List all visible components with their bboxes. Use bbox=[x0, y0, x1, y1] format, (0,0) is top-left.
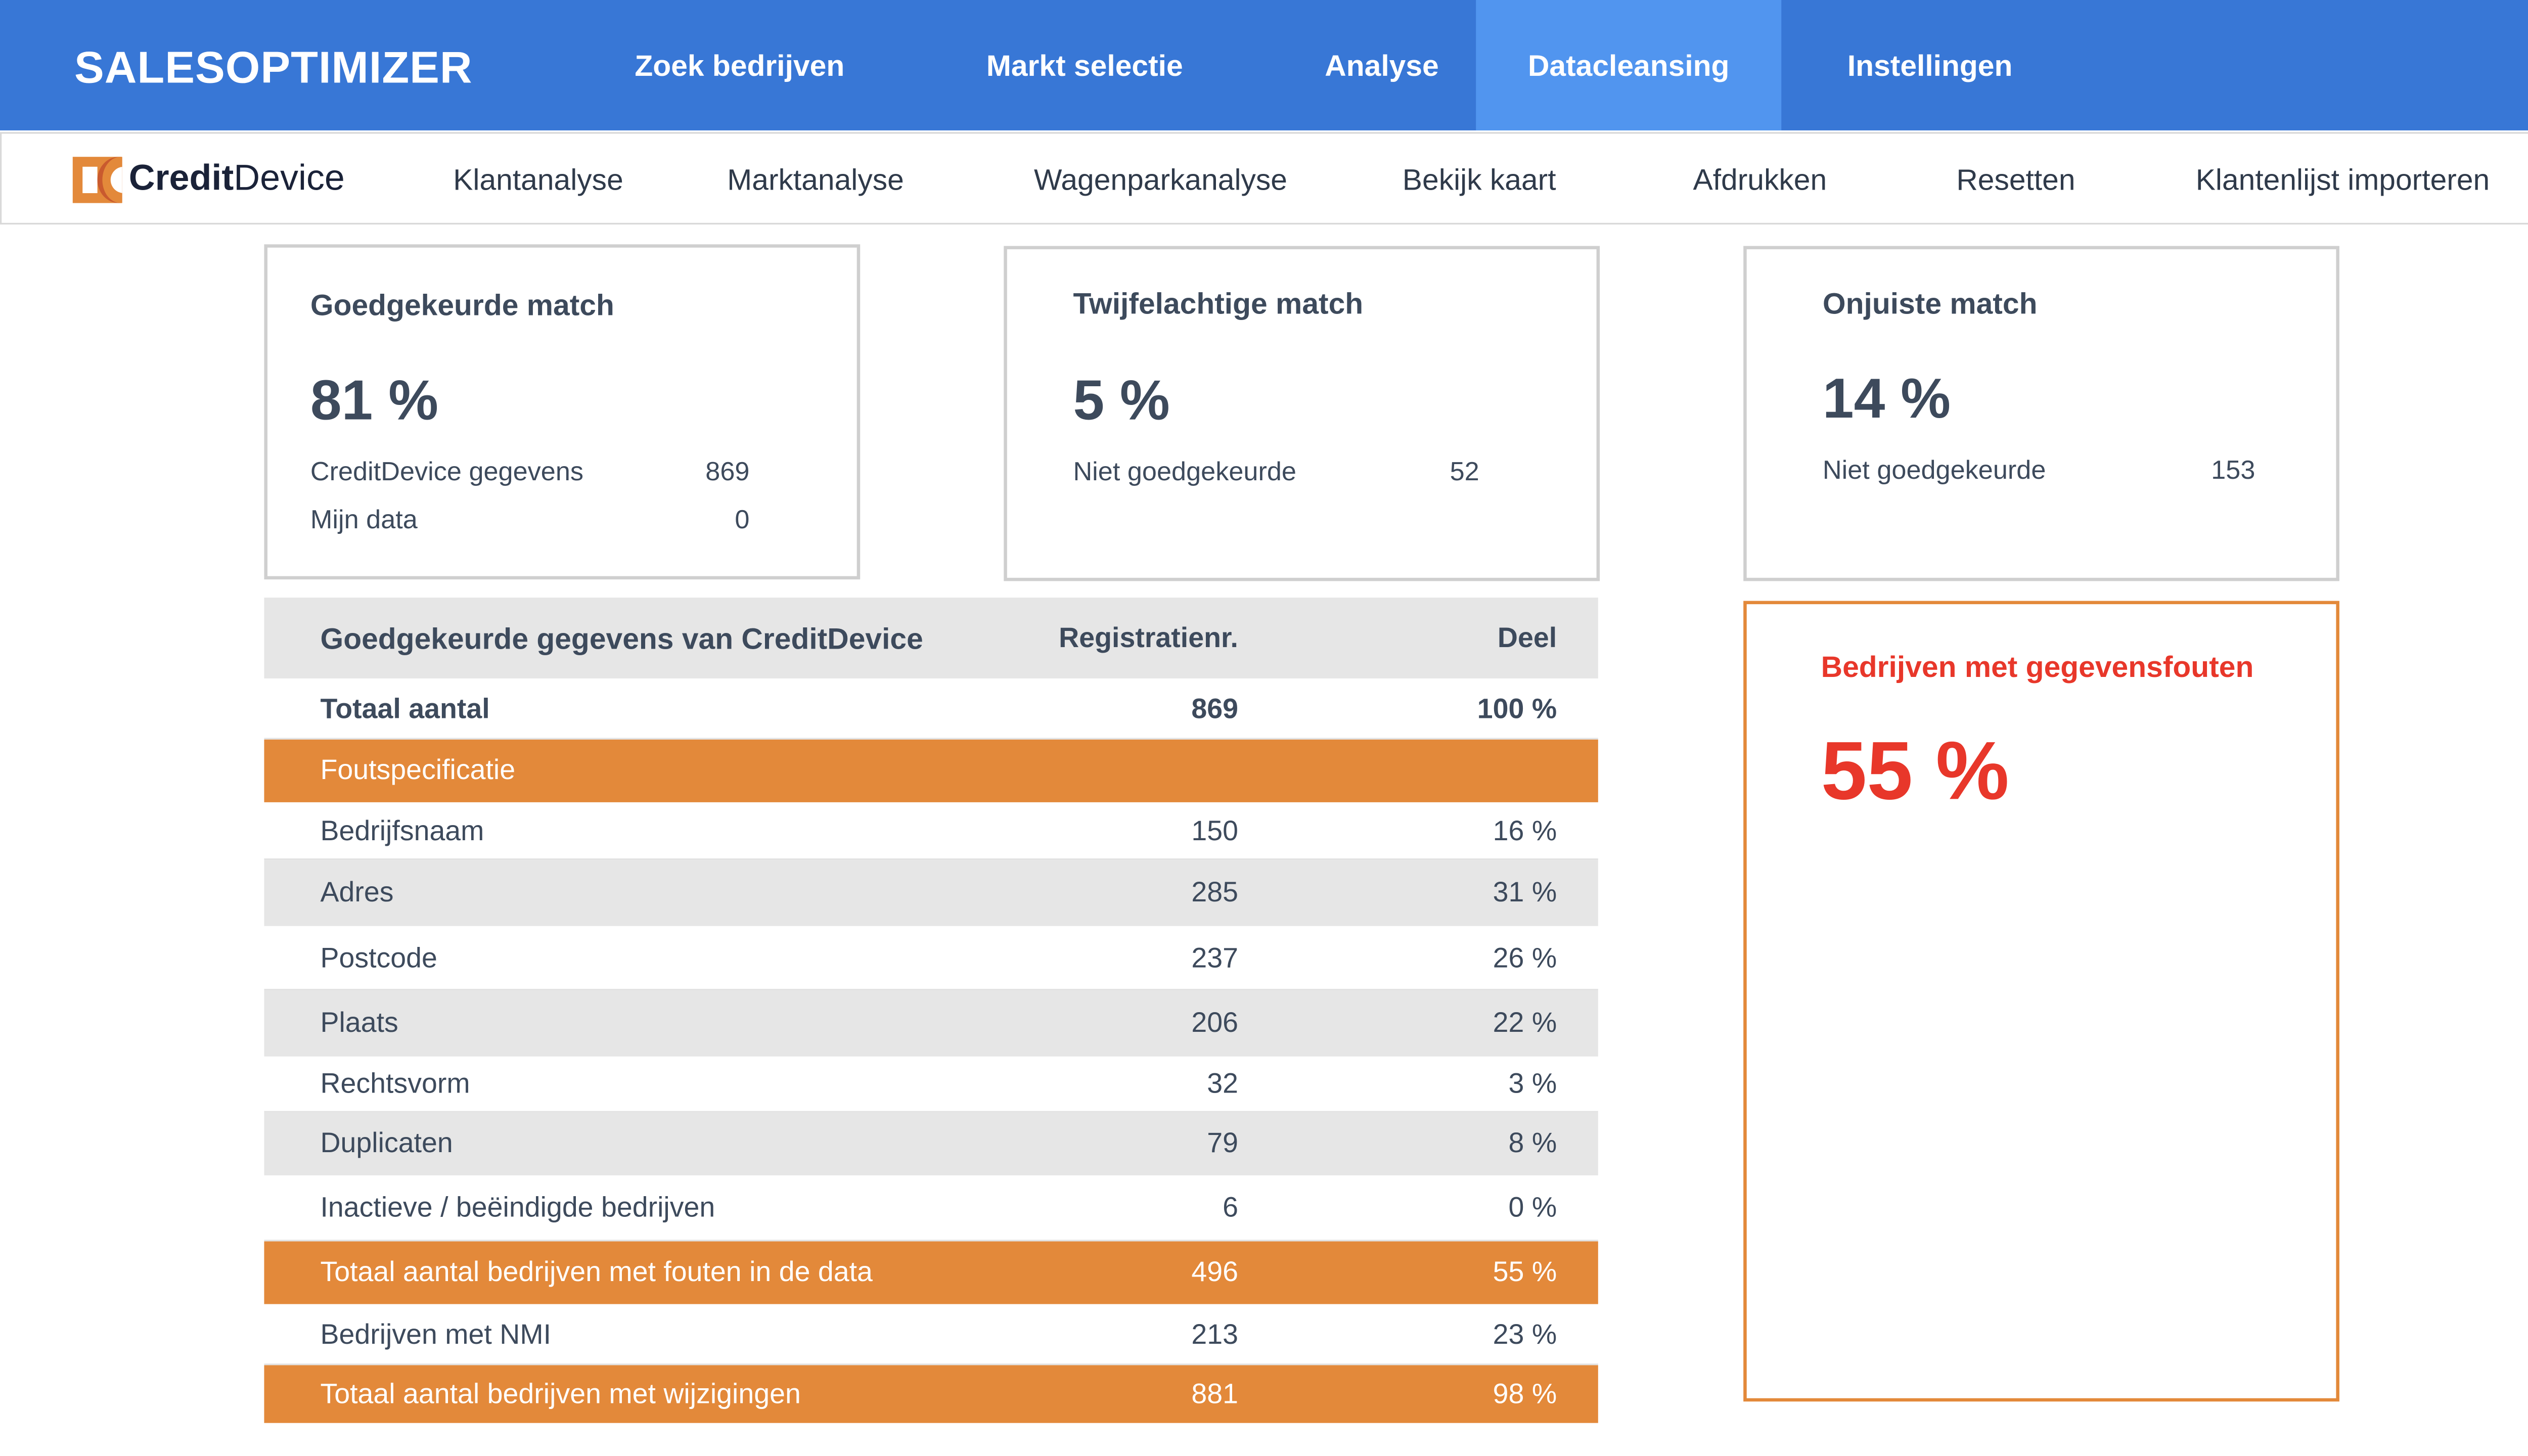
subnav-wagenparkanalyse[interactable]: Wagenparkanalyse bbox=[1034, 163, 1287, 197]
card-row-label: Niet goedgekeurde bbox=[1822, 457, 2046, 486]
row-deel: 0 % bbox=[1508, 1192, 1557, 1223]
row-deel: 16 % bbox=[1493, 815, 1557, 847]
nav-datacleansing[interactable]: Datacleansing bbox=[1476, 0, 1782, 130]
card-percent: 14 % bbox=[1822, 368, 1951, 431]
top-nav-bar bbox=[0, 0, 2528, 130]
table-row: Totaal aantal bedrijven met fouten in de… bbox=[264, 1241, 1598, 1304]
row-registratienr: 881 bbox=[1191, 1378, 1238, 1410]
header-label: Goedgekeurde gegevens van CreditDevice bbox=[320, 622, 923, 656]
row-registratienr: 79 bbox=[1207, 1127, 1238, 1159]
table-row: Totaal aantal bedrijven met wijzigingen 8… bbox=[264, 1365, 1598, 1423]
card-row-value: 52 bbox=[1450, 459, 1479, 487]
row-deel: 26 % bbox=[1493, 942, 1557, 974]
row-registratienr: 237 bbox=[1191, 942, 1238, 974]
row-deel: 55 % bbox=[1493, 1256, 1557, 1288]
table-row: Bedrijfsnaam 150 16 % bbox=[264, 802, 1598, 860]
table-row: Totaal aantal 869 100 % bbox=[264, 678, 1598, 740]
row-deel: 31 % bbox=[1493, 876, 1557, 908]
row-registratienr: 496 bbox=[1191, 1256, 1238, 1288]
nav-markt-selectie[interactable]: Markt selectie bbox=[986, 49, 1183, 83]
card-row-label: Niet goedgekeurde bbox=[1073, 459, 1296, 487]
row-label: Postcode bbox=[320, 942, 437, 974]
header-registratienr: Registratienr. bbox=[1059, 622, 1238, 654]
card-onjuiste-match: Onjuiste match 14 % Niet goedgekeurde 15… bbox=[1743, 246, 2339, 581]
table-row: Plaats 206 22 % bbox=[264, 990, 1598, 1057]
row-label: Foutspecificatie bbox=[320, 754, 516, 786]
row-label: Bedrijven met NMI bbox=[320, 1318, 552, 1351]
nav-analyse[interactable]: Analyse bbox=[1325, 49, 1439, 83]
nav-zoek-bedrijven[interactable]: Zoek bedrijven bbox=[635, 49, 845, 83]
card-title: Onjuiste match bbox=[1822, 287, 2038, 321]
subnav-afdrukken[interactable]: Afdrukken bbox=[1693, 163, 1827, 197]
row-deel: 23 % bbox=[1493, 1318, 1557, 1351]
subnav-marktanalyse[interactable]: Marktanalyse bbox=[727, 163, 904, 197]
card-goedgekeurde-match: Goedgekeurde match 81 % CreditDevice geg… bbox=[264, 244, 861, 580]
row-registratienr: 213 bbox=[1191, 1318, 1238, 1351]
card-percent: 5 % bbox=[1073, 370, 1170, 433]
card-row-label: Mijn data bbox=[310, 507, 418, 535]
row-deel: 22 % bbox=[1493, 1007, 1557, 1038]
row-label: Duplicaten bbox=[320, 1127, 453, 1159]
row-label: Plaats bbox=[320, 1007, 398, 1038]
table-row: Adres 285 31 % bbox=[264, 860, 1598, 926]
table-row: Inactieve / beëindigde bedrijven 6 0 % bbox=[264, 1175, 1598, 1242]
table-row: Foutspecificatie bbox=[264, 739, 1598, 802]
error-card-title: Bedrijven met gegevensfouten bbox=[1821, 650, 2254, 684]
row-deel: 98 % bbox=[1493, 1378, 1557, 1410]
card-title: Goedgekeurde match bbox=[310, 289, 614, 322]
subnav-klantanalyse[interactable]: Klantanalyse bbox=[453, 163, 623, 197]
row-label: Totaal aantal bbox=[320, 693, 490, 725]
row-label: Inactieve / beëindigde bedrijven bbox=[320, 1192, 715, 1223]
table-row: Bedrijven met NMI 213 23 % bbox=[264, 1304, 1598, 1366]
card-percent: 81 % bbox=[310, 370, 438, 433]
row-registratienr: 32 bbox=[1207, 1068, 1238, 1100]
subnav-klantenlijst-importeren[interactable]: Klantenlijst importeren bbox=[2195, 163, 2490, 197]
table-row: Rechtsvorm 32 3 % bbox=[264, 1056, 1598, 1113]
table-header: Goedgekeurde gegevens van CreditDevice R… bbox=[264, 598, 1598, 679]
table-row: Duplicaten 79 8 % bbox=[264, 1112, 1598, 1175]
card-row-value: 869 bbox=[705, 459, 750, 487]
app-title: SALESOPTIMIZER bbox=[74, 42, 473, 93]
row-label: Totaal aantal bedrijven met wijzigingen bbox=[320, 1378, 801, 1410]
creditdevice-logo-text: CreditDevice bbox=[128, 157, 345, 198]
sub-nav-bar bbox=[0, 132, 2528, 225]
card-twijfelachtige-match: Twijfelachtige match 5 % Niet goedgekeur… bbox=[1004, 246, 1600, 581]
card-row-value: 153 bbox=[2211, 457, 2255, 486]
row-label: Adres bbox=[320, 876, 394, 908]
nav-instellingen[interactable]: Instellingen bbox=[1847, 49, 2013, 83]
row-registratienr: 285 bbox=[1191, 876, 1238, 908]
row-label: Bedrijfsnaam bbox=[320, 815, 484, 847]
row-registratienr: 6 bbox=[1223, 1192, 1238, 1223]
subnav-bekijk-kaart[interactable]: Bekijk kaart bbox=[1402, 163, 1556, 197]
error-card-percent: 55 % bbox=[1821, 724, 2009, 817]
row-deel: 8 % bbox=[1508, 1127, 1557, 1159]
header-deel: Deel bbox=[1497, 622, 1557, 654]
row-registratienr: 150 bbox=[1191, 815, 1238, 847]
card-title: Twijfelachtige match bbox=[1073, 287, 1364, 321]
row-deel: 3 % bbox=[1508, 1068, 1557, 1100]
creditdevice-logo-icon bbox=[72, 157, 122, 203]
row-label: Rechtsvorm bbox=[320, 1068, 470, 1100]
card-row-label: CreditDevice gegevens bbox=[310, 459, 584, 487]
subnav-resetten[interactable]: Resetten bbox=[1956, 163, 2075, 197]
row-registratienr: 869 bbox=[1191, 693, 1238, 725]
card-gegevensfouten: Bedrijven met gegevensfouten 55 % bbox=[1743, 601, 2339, 1402]
row-label: Totaal aantal bedrijven met fouten in de… bbox=[320, 1256, 873, 1288]
table-row: Postcode 237 26 % bbox=[264, 926, 1598, 991]
card-row-value: 0 bbox=[735, 507, 750, 535]
row-deel: 100 % bbox=[1477, 693, 1557, 725]
row-registratienr: 206 bbox=[1191, 1007, 1238, 1038]
